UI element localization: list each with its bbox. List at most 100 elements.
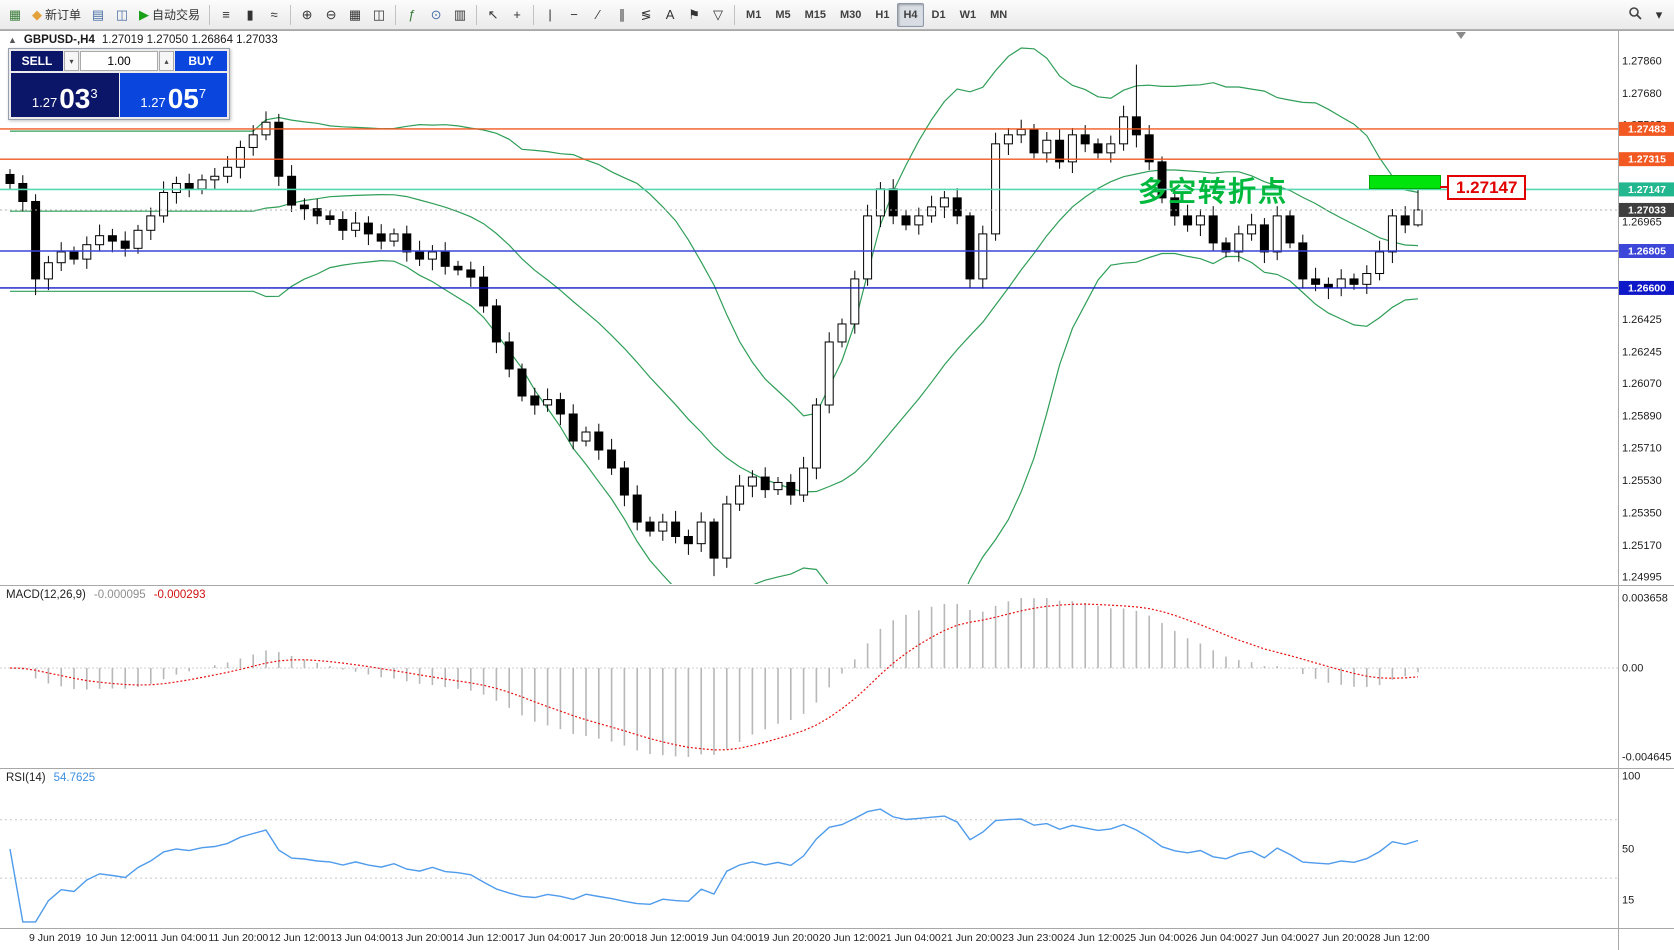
candles-layer [5, 64, 1423, 577]
timeframe-h1-button[interactable]: H1 [869, 3, 895, 27]
axis-label: 1.25530 [1622, 475, 1662, 487]
axis-label: 1.24995 [1622, 572, 1662, 584]
auto-trading-icon: ▶ [139, 7, 150, 22]
market-watch-button[interactable]: ◫ [111, 3, 133, 27]
axis-label: 17 Jun 20:00 [575, 932, 636, 944]
axis-label: 21 Jun 20:00 [941, 932, 1002, 944]
sell-price-prefix: 1.27 [31, 95, 58, 110]
axis-label: 19 Jun 04:00 [697, 932, 758, 944]
axis-label: 1.26070 [1622, 378, 1662, 390]
axis-label: 1.27483 [1628, 123, 1666, 135]
price-tag-connector [1440, 186, 1447, 188]
periods-button[interactable]: ⊙ [425, 3, 447, 27]
axis-label: 1.25350 [1622, 508, 1662, 520]
sell-button[interactable]: SELL [11, 51, 63, 71]
line-chart-type-button[interactable]: ≈ [263, 3, 285, 27]
bar-chart-type-button[interactable]: ≡ [215, 3, 237, 27]
timeframe-w1-button-label: W1 [959, 8, 977, 21]
axis-label: 1.27147 [1628, 184, 1666, 196]
toolbar-overflow-button[interactable]: ▾ [1648, 3, 1670, 27]
cascade-windows-icon: ◫ [372, 7, 386, 22]
shapes-icon: ▽ [713, 7, 724, 22]
timeframe-d1-button[interactable]: D1 [926, 3, 952, 27]
auto-trading-button[interactable]: ▶ 自动交易 [135, 3, 204, 27]
price-tag-label[interactable]: 1.27147 [1447, 175, 1527, 200]
profiles-button[interactable]: ▤ [87, 3, 109, 27]
timeframe-m5-button[interactable]: M5 [769, 3, 796, 27]
bar-chart-type-icon: ≡ [222, 7, 230, 22]
zoom-in-button[interactable]: ⊕ [296, 3, 318, 27]
rsi-label: RSI(14) [6, 772, 46, 784]
text-icon: A [665, 7, 675, 22]
horizontal-line-button[interactable]: − [563, 3, 585, 27]
templates-button[interactable]: ▥ [449, 3, 471, 27]
tile-windows-button[interactable]: ▦ [344, 3, 366, 27]
equidistant-channel-icon: ∥ [618, 7, 626, 22]
axis-label: 14 Jun 12:00 [452, 932, 513, 944]
cursor-icon: ↖ [487, 7, 499, 22]
toolbar-separator [533, 4, 535, 25]
highlight-zone[interactable] [1369, 175, 1441, 189]
axis-label: 9 Jun 2019 [29, 932, 81, 944]
new-order-icon: ◆ [32, 7, 42, 22]
trade-panel-collapse-arrow[interactable]: ▲ [8, 35, 17, 45]
axis-label: 1.26965 [1622, 217, 1662, 229]
candlestick-chart-type-button[interactable]: ▮ [239, 3, 261, 27]
axis-label: 23 Jun 23:00 [1002, 932, 1063, 944]
volume-decrease-button[interactable]: ▾ [64, 51, 79, 71]
buy-price-big: 05 [167, 83, 199, 114]
new-chart-button[interactable]: ▦ [4, 3, 26, 27]
axis-label: 1.27860 [1622, 56, 1662, 68]
zoom-in-icon: ⊕ [301, 7, 313, 22]
axis-label: 25 Jun 04:00 [1124, 932, 1185, 944]
timeframe-mn-button[interactable]: MN [984, 3, 1013, 27]
timeframe-mn-button-label: MN [990, 8, 1008, 21]
sell-price-sup: 3 [90, 86, 98, 101]
buy-price-sup: 7 [198, 86, 207, 101]
new-order-button[interactable]: ◆ 新订单 [28, 3, 85, 27]
crosshair-button[interactable]: + [506, 3, 528, 27]
sell-price-display[interactable]: 1.27 03 3 [11, 73, 119, 117]
zoom-out-button[interactable]: ⊖ [320, 3, 342, 27]
indicators-button[interactable]: ƒ [401, 3, 423, 27]
axis-label: 19 Jun 20:00 [758, 932, 819, 944]
shapes-button[interactable]: ▽ [707, 3, 729, 27]
label-icon: ⚑ [688, 7, 700, 22]
equidistant-channel-button[interactable]: ∥ [611, 3, 633, 27]
timeframe-w1-button[interactable]: W1 [954, 3, 983, 27]
timeframe-d1-button-label: D1 [931, 8, 946, 21]
buy-price-display[interactable]: 1.27 05 7 [119, 73, 227, 117]
text-button[interactable]: A [659, 3, 681, 27]
axis-label: 27 Jun 04:00 [1247, 932, 1308, 944]
axis-label: 1.27033 [1628, 204, 1666, 216]
timeframe-m30-button[interactable]: M30 [834, 3, 867, 27]
cursor-button[interactable]: ↖ [482, 3, 504, 27]
chart-title: ▲ GBPUSD-,H4 1.27019 1.27050 1.26864 1.2… [8, 34, 278, 46]
new-order-button-label: 新订单 [45, 8, 82, 22]
volume-increase-button[interactable]: ▴ [159, 51, 174, 71]
timeframe-m1-button[interactable]: M1 [740, 3, 767, 27]
volume-input[interactable] [80, 51, 158, 71]
timeframe-m15-button[interactable]: M15 [799, 3, 832, 27]
rsi-value: 54.7625 [53, 772, 96, 784]
chart-shift-marker-icon[interactable] [1456, 32, 1466, 39]
vertical-line-button[interactable]: | [539, 3, 561, 27]
label-button[interactable]: ⚑ [683, 3, 705, 27]
trendline-button[interactable]: ∕ [587, 3, 609, 27]
buy-button[interactable]: BUY [175, 51, 227, 71]
axis-label: 12 Jun 12:00 [269, 932, 330, 944]
chart-annotation-text[interactable]: 多空转折点 [1138, 176, 1289, 207]
axis-label: 10 Jun 12:00 [86, 932, 147, 944]
search-symbol-button[interactable] [1624, 3, 1646, 27]
axis-label: 1.26245 [1622, 346, 1662, 358]
axis-label: 13 Jun 20:00 [391, 932, 452, 944]
axis-label: 18 Jun 12:00 [636, 932, 697, 944]
timeframe-h4-button[interactable]: H4 [897, 2, 924, 27]
toolbar-separator [290, 4, 292, 25]
axis-label: 17 Jun 04:00 [513, 932, 574, 944]
fibonacci-button[interactable]: ≶ [635, 3, 657, 27]
buy-price-prefix: 1.27 [140, 95, 166, 110]
cascade-windows-button[interactable]: ◫ [368, 3, 390, 27]
